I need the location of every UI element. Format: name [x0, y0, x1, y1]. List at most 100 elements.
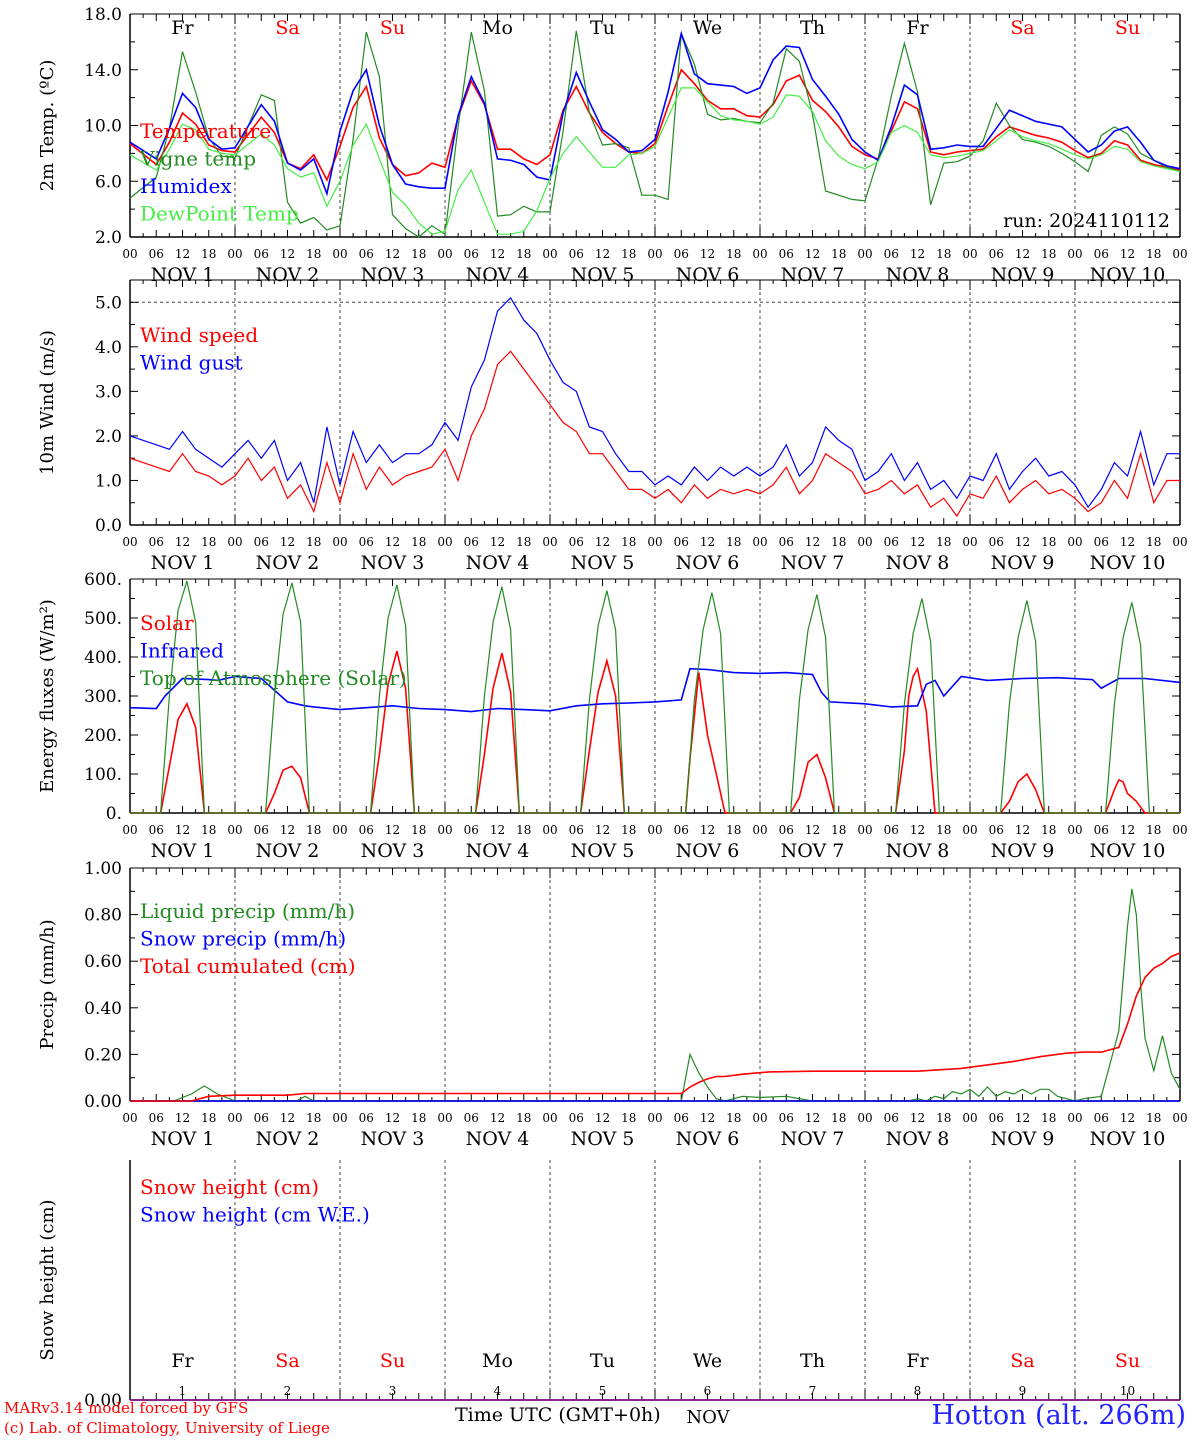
legend-entry: Snow precip (mm/h) — [140, 927, 346, 951]
hour-tick-label: 12 — [280, 1111, 295, 1125]
hour-tick-label: 06 — [254, 247, 269, 261]
hour-tick-label: 00 — [227, 535, 242, 549]
y-tick-label: 500. — [84, 609, 122, 629]
day-number-label: 1 — [179, 1384, 187, 1398]
y-tick-label: 0. — [106, 804, 122, 824]
y-axis-label: Snow height (cm) — [37, 1199, 58, 1360]
hour-tick-label: 12 — [1120, 1111, 1135, 1125]
hour-tick-label: 00 — [1172, 247, 1187, 261]
hour-tick-label: 00 — [752, 823, 767, 837]
date-label: NOV 8 — [886, 840, 950, 862]
hour-tick-label: 00 — [542, 1111, 557, 1125]
hour-tick-label: 12 — [700, 823, 715, 837]
y-tick-label: 0.0 — [95, 516, 122, 536]
y-tick-label: 1.00 — [84, 859, 122, 879]
hour-tick-label: 18 — [621, 1111, 636, 1125]
day-label: We — [693, 1350, 722, 1372]
y-tick-label: 0.00 — [84, 1092, 122, 1112]
month-label: NOV — [686, 1407, 730, 1428]
hour-tick-label: 18 — [726, 823, 741, 837]
hour-tick-label: 12 — [1120, 823, 1135, 837]
hour-tick-label: 18 — [306, 823, 321, 837]
date-label: NOV 8 — [886, 1128, 950, 1150]
hour-tick-label: 18 — [1041, 1111, 1056, 1125]
date-label: NOV 10 — [1090, 1128, 1166, 1150]
hour-tick-label: 18 — [306, 1111, 321, 1125]
day-number-label: 6 — [704, 1384, 712, 1398]
hour-tick-label: 12 — [910, 1111, 925, 1125]
series-line — [129, 296, 1180, 509]
hour-tick-label: 12 — [700, 535, 715, 549]
legend-entry: Snow height (cm W.E.) — [140, 1203, 370, 1227]
date-label: NOV 10 — [1090, 840, 1166, 862]
panel-5 — [129, 1160, 1181, 1401]
hour-tick-label: 18 — [1146, 823, 1161, 837]
hour-tick-label: 00 — [227, 823, 242, 837]
hour-tick-label: 18 — [831, 247, 846, 261]
hour-tick-label: 00 — [962, 1111, 977, 1125]
series-line — [129, 68, 1181, 182]
hour-tick-label: 06 — [779, 535, 794, 549]
day-label: Su — [1115, 1350, 1140, 1372]
day-label: Mo — [482, 1350, 513, 1372]
legend-entry: Total cumulated (cm) — [140, 954, 356, 978]
lab-credit: (c) Lab. of Climatology, University of L… — [4, 1419, 330, 1437]
day-number-label: 4 — [494, 1384, 502, 1398]
hour-tick-label: 18 — [306, 247, 321, 261]
hour-tick-label: 00 — [752, 535, 767, 549]
hour-tick-label: 18 — [936, 1111, 951, 1125]
legend-entry: Liquid precip (mm/h) — [140, 899, 355, 923]
hour-tick-label: 12 — [385, 535, 400, 549]
hour-tick-label: 12 — [1120, 247, 1135, 261]
y-axis-label: Precip (mm/h) — [37, 919, 58, 1049]
model-credit: MARv3.14 model forced by GFS — [4, 1399, 249, 1417]
hour-tick-label: 00 — [647, 247, 662, 261]
date-label: NOV 9 — [991, 1128, 1055, 1150]
hour-tick-label: 06 — [674, 1111, 689, 1125]
series-line — [130, 580, 1180, 814]
hour-tick-label: 12 — [490, 823, 505, 837]
hour-tick-label: 06 — [1094, 823, 1109, 837]
hour-tick-label: 06 — [779, 1111, 794, 1125]
hour-tick-label: 18 — [411, 1111, 426, 1125]
hour-tick-label: 12 — [175, 1111, 190, 1125]
hour-tick-label: 06 — [779, 823, 794, 837]
hour-tick-label: 12 — [595, 823, 610, 837]
hour-tick-label: 18 — [831, 535, 846, 549]
station-name: Hotton (alt. 266m) — [931, 1400, 1186, 1431]
hour-tick-label: 06 — [464, 823, 479, 837]
hour-tick-label: 06 — [359, 247, 374, 261]
day-label: Mo — [482, 17, 513, 39]
hour-tick-label: 00 — [752, 247, 767, 261]
hour-tick-label: 12 — [385, 823, 400, 837]
day-label: Su — [380, 17, 405, 39]
legend-entry: Wind gust — [140, 351, 243, 375]
hour-tick-label: 06 — [149, 247, 164, 261]
hour-tick-label: 12 — [490, 535, 505, 549]
y-tick-label: 3.0 — [95, 382, 122, 402]
date-label: NOV 5 — [571, 1128, 635, 1150]
hour-tick-label: 00 — [542, 535, 557, 549]
day-number-label: 8 — [914, 1384, 922, 1398]
hour-tick-label: 18 — [1146, 1111, 1161, 1125]
hour-tick-label: 06 — [569, 1111, 584, 1125]
y-tick-label: 0.60 — [84, 952, 122, 972]
y-tick-label: 400. — [84, 648, 122, 668]
hour-tick-label: 12 — [175, 247, 190, 261]
y-tick-label: 0.00 — [84, 1391, 122, 1411]
day-number-label: 9 — [1019, 1384, 1027, 1398]
hour-tick-label: 00 — [1067, 535, 1082, 549]
hour-tick-label: 18 — [831, 823, 846, 837]
series-line — [129, 30, 1181, 197]
hour-tick-label: 00 — [437, 1111, 452, 1125]
hour-tick-label: 00 — [1172, 1111, 1187, 1125]
day-label: Sa — [1010, 17, 1034, 39]
panel-1 — [129, 13, 1181, 238]
legend-entry: Solar — [140, 611, 194, 635]
date-label: NOV 2 — [256, 552, 320, 574]
hour-tick-label: 00 — [1067, 823, 1082, 837]
day-label: Fr — [906, 1350, 929, 1372]
legend-entry: Temperature — [140, 119, 271, 143]
hour-tick-label: 12 — [175, 535, 190, 549]
hour-tick-label: 06 — [1094, 535, 1109, 549]
